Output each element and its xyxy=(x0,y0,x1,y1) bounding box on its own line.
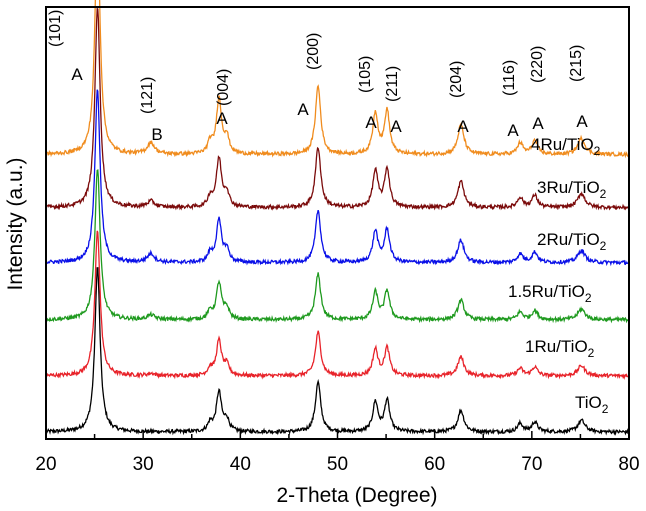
peak-hkl-label: (215) xyxy=(568,45,585,82)
series-line-5 xyxy=(46,0,629,159)
series-label-5: 4Ru/TiO2 xyxy=(531,135,601,158)
x-tick-label: 40 xyxy=(230,454,251,475)
peak-hkl-label: (121) xyxy=(139,77,156,114)
x-tick-label: 30 xyxy=(133,454,154,475)
peak-hkl-label: (101) xyxy=(47,10,64,47)
peak-hkl-label: (220) xyxy=(529,46,546,83)
peak-phase-label: A xyxy=(216,109,228,128)
series-line-1 xyxy=(46,230,629,381)
x-tick-label: 20 xyxy=(35,454,56,475)
x-axis-tick-labels: 20 30 40 50 60 70 80 xyxy=(35,454,639,475)
series-labels: TiO2 1Ru/TiO2 1.5Ru/TiO2 2Ru/TiO2 3Ru/TiO2 4R… xyxy=(508,135,609,416)
x-tick-label: 60 xyxy=(424,454,445,475)
peak-phase-label: A xyxy=(576,112,588,131)
peak-phase-label: A xyxy=(532,114,544,133)
y-axis-title: Intensity (a.u.) xyxy=(4,157,27,290)
series-layer xyxy=(45,0,629,436)
series-label-1: 1Ru/TiO2 xyxy=(525,337,595,360)
x-axis-title: 2-Theta (Degree) xyxy=(276,484,437,507)
series-label-2: 1.5Ru/TiO2 xyxy=(508,282,592,305)
series-label-4: 3Ru/TiO2 xyxy=(537,178,607,201)
peak-phase-label: B xyxy=(151,125,162,144)
x-axis-ticks xyxy=(45,431,630,439)
peak-phase-label: A xyxy=(390,117,402,136)
peak-phase-label: A xyxy=(507,121,519,140)
peak-phase-label: A xyxy=(297,100,309,119)
peak-hkl-label: (105) xyxy=(357,56,374,93)
series-label-0: TiO2 xyxy=(575,393,609,416)
series-line-3 xyxy=(46,89,629,267)
x-tick-label: 80 xyxy=(618,454,639,475)
x-tick-label: 70 xyxy=(521,454,542,475)
peak-annotations: (101) A (121) B (004) A (200) A (105) A (211) A (204… xyxy=(47,10,588,144)
x-tick-label: 50 xyxy=(327,454,348,475)
peak-hkl-label: (204) xyxy=(448,61,465,98)
peak-phase-label: A xyxy=(365,113,377,132)
peak-phase-label: A xyxy=(71,65,83,84)
peak-hkl-label: (004) xyxy=(215,69,232,106)
peak-phase-label: A xyxy=(457,117,469,136)
peak-hkl-label: (116) xyxy=(501,60,518,96)
series-label-3: 2Ru/TiO2 xyxy=(537,230,607,253)
series-line-2 xyxy=(45,169,629,324)
peak-hkl-label: (211) xyxy=(384,66,401,102)
series-line-4 xyxy=(45,7,629,211)
peak-hkl-label: (200) xyxy=(305,33,322,70)
